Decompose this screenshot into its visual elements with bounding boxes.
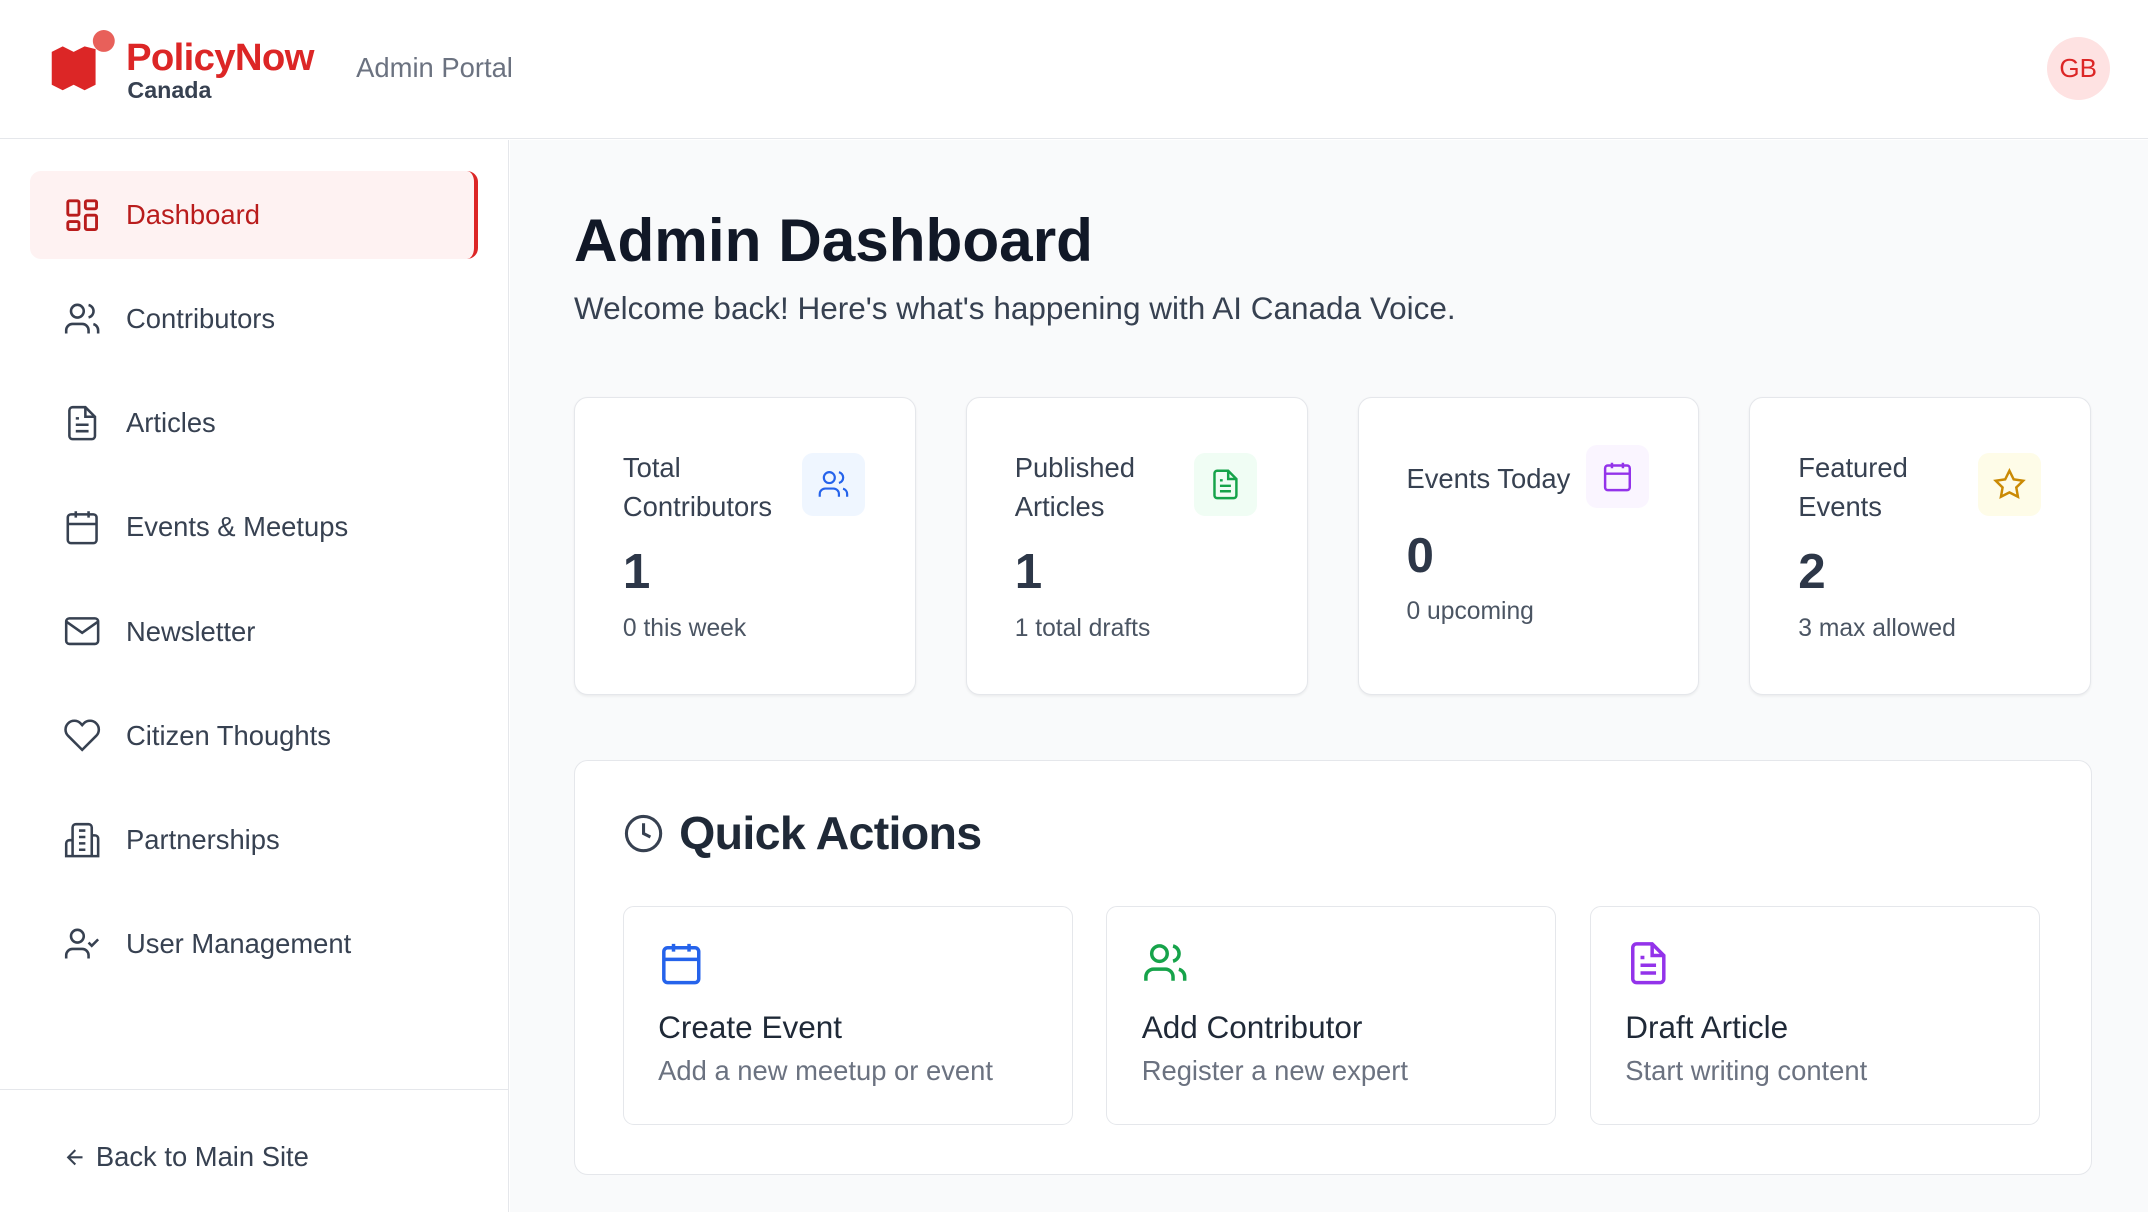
mail-icon [64, 617, 100, 646]
action-description: Start writing content [1625, 1055, 1868, 1087]
brand-subtitle: Canada [127, 76, 212, 103]
stat-note: 0 this week [622, 614, 747, 642]
sidebar-item-label: Events & Meetups [126, 511, 349, 543]
sidebar-item-user-management[interactable]: User Management [30, 900, 474, 988]
sidebar-item-label: Newsletter [126, 615, 256, 647]
users-icon [802, 453, 866, 517]
calendar-icon [662, 944, 701, 985]
file-text-icon [1194, 453, 1258, 517]
brand-name[interactable]: PolicyNow [126, 35, 314, 79]
file-text-icon [1631, 942, 1666, 985]
stat-value: 1 [1014, 544, 1043, 600]
page-title: Admin Dashboard [573, 206, 1093, 275]
stat-card-featured-events: Featured Events 2 3 max allowed [1749, 397, 2092, 696]
stat-value: 2 [1798, 544, 1826, 600]
grid-icon [66, 199, 98, 231]
clock-icon [624, 815, 663, 853]
action-title: Add Contributor [1141, 1008, 1363, 1045]
stat-card-articles: Published Articles 1 1 total drafts [965, 397, 1308, 696]
sidebar-item-label: User Management [126, 927, 352, 959]
calendar-icon [66, 511, 98, 545]
stat-value: 0 [1406, 528, 1434, 584]
divider [0, 1089, 509, 1090]
main-content: Admin Dashboard Welcome back! Here's wha… [509, 139, 2148, 1212]
create-event-button[interactable]: Create Event Add a new meetup or event [622, 906, 1073, 1125]
action-description: Add a new meetup or event [658, 1055, 993, 1087]
draft-article-button[interactable]: Draft Article Start writing content [1590, 906, 2041, 1125]
action-title: Draft Article [1625, 1008, 1789, 1045]
sidebar-item-label: Articles [126, 407, 216, 439]
sidebar-item-dashboard[interactable]: Dashboard [30, 171, 478, 259]
stat-note: 0 upcoming [1406, 598, 1534, 626]
calendar-icon [1585, 444, 1649, 508]
action-description: Register a new expert [1141, 1055, 1408, 1087]
page-subtitle: Welcome back! Here's what's happening wi… [573, 290, 1456, 327]
users-icon [1143, 944, 1187, 982]
sidebar-item-label: Citizen Thoughts [126, 719, 331, 751]
star-icon [1977, 453, 2041, 517]
back-to-main-site-link[interactable]: Back to Main Site [63, 1141, 309, 1173]
stat-label: Featured Events [1798, 451, 1908, 523]
arrow-left-icon [66, 1149, 83, 1166]
stat-value: 1 [622, 544, 651, 600]
header: PolicyNow Canada Admin Portal GB [0, 0, 2148, 140]
stat-note: 1 total drafts [1014, 614, 1151, 642]
stat-label: Events Today [1406, 462, 1571, 494]
add-contributor-button[interactable]: Add Contributor Register a new expert [1106, 906, 1557, 1125]
stat-card-events-today: Events Today 0 0 upcoming [1357, 397, 1700, 696]
sidebar-item-label: Partnerships [126, 823, 280, 855]
portal-label: Admin Portal [356, 52, 513, 84]
stat-card-contributors: Total Contributors 1 0 this week [573, 397, 916, 696]
stat-label: Published Articles [1014, 451, 1135, 523]
back-label: Back to Main Site [95, 1141, 309, 1173]
sidebar-item-partnerships[interactable]: Partnerships [30, 796, 474, 884]
file-text-icon [68, 406, 97, 441]
building-icon [64, 822, 100, 857]
sidebar-item-newsletter[interactable]: Newsletter [30, 588, 474, 676]
heart-icon [64, 719, 101, 753]
sidebar: Dashboard Contributors Articles Events &… [0, 139, 510, 1212]
sidebar-item-contributors[interactable]: Contributors [30, 275, 474, 363]
sidebar-item-label: Contributors [126, 303, 276, 335]
stat-note: 3 max allowed [1798, 614, 1956, 642]
user-check-icon [64, 928, 100, 959]
sidebar-item-citizen-thoughts[interactable]: Citizen Thoughts [30, 692, 474, 780]
sidebar-item-events[interactable]: Events & Meetups [30, 484, 474, 572]
logo-icon [52, 30, 116, 91]
stat-label: Total Contributors [622, 451, 773, 523]
quick-actions-panel: Quick Actions Create Event Add a new mee… [573, 760, 2093, 1175]
action-title: Create Event [658, 1008, 842, 1045]
quick-actions-title: Quick Actions [679, 807, 982, 860]
sidebar-item-label: Dashboard [126, 199, 260, 231]
avatar[interactable]: GB [2046, 36, 2110, 100]
sidebar-item-articles[interactable]: Articles [30, 379, 474, 467]
users-icon [64, 303, 100, 334]
